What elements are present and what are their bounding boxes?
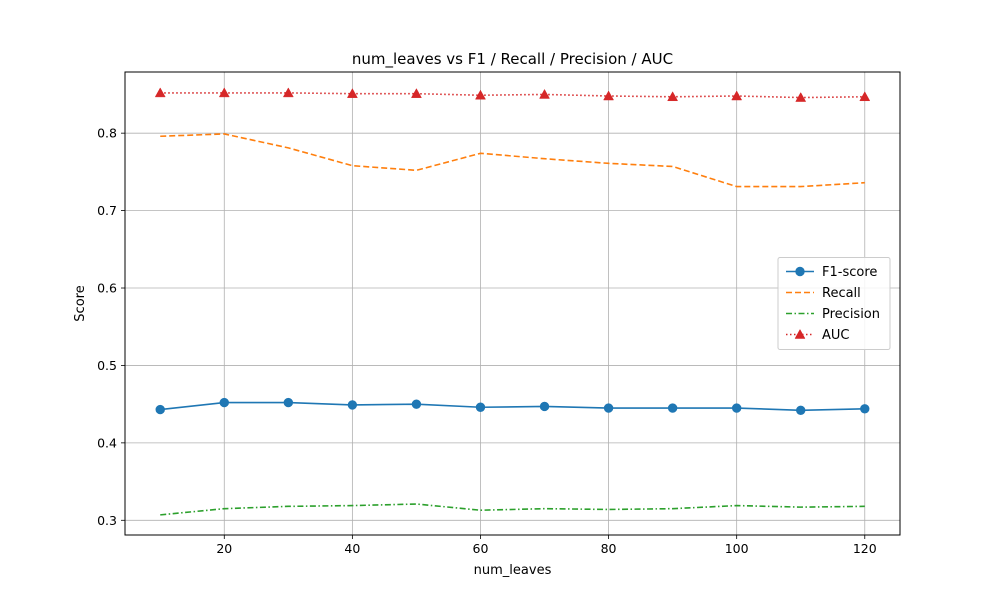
auc-point — [154, 87, 166, 98]
auc-point — [795, 92, 807, 102]
auc-point — [411, 88, 422, 98]
legend-box — [777, 257, 891, 350]
recall-series-line — [160, 133, 865, 188]
f1-score-point — [796, 405, 806, 416]
auc-point — [346, 88, 358, 98]
f1-score-point — [219, 397, 229, 408]
f1-score-point — [603, 403, 614, 413]
x-tick-label: 20 — [216, 541, 232, 556]
auc-point — [475, 89, 486, 100]
auc-point — [603, 90, 614, 101]
x-tick-label: 100 — [725, 541, 749, 556]
legend-label-f1-score: F1-score — [822, 265, 877, 280]
f1-score-point — [539, 401, 550, 412]
y-tick-label: 0.7 — [97, 203, 117, 218]
axis-ticks: 20 40 60 80 100 120 0.3 0.4 0.5 0.6 0.7 0.8 — [97, 126, 877, 556]
x-tick-label: 40 — [344, 541, 360, 556]
legend-label-auc: AUC — [822, 328, 850, 343]
auc-point — [859, 91, 871, 102]
x-tick-label: 60 — [473, 541, 489, 556]
f1-score-point — [347, 400, 358, 410]
auc-point — [282, 87, 294, 98]
x-tick-label: 120 — [853, 541, 877, 556]
auc-series-line — [160, 92, 865, 99]
f1-score-point — [860, 404, 870, 414]
f1-score-point — [283, 397, 294, 408]
f1-score-series-line — [160, 401, 865, 412]
legend-marker-f1-score — [795, 266, 805, 277]
chart-title: num_leaves vs F1 / Recall / Precision / … — [352, 50, 673, 69]
auc-point — [218, 87, 230, 98]
x-axis-label: num_leaves — [474, 563, 552, 578]
auc-point — [539, 88, 550, 99]
y-tick-label: 0.3 — [97, 513, 117, 528]
y-tick-label: 0.6 — [97, 281, 117, 296]
x-tick-label: 80 — [601, 541, 617, 556]
legend-marker-auc — [794, 328, 806, 339]
legend: F1-score Recall Precision AUC — [777, 257, 891, 350]
y-tick-label: 0.4 — [97, 435, 117, 450]
auc-point — [667, 91, 679, 102]
series-lines — [154, 87, 871, 516]
f1-score-point — [731, 403, 742, 413]
f1-score-point — [411, 399, 422, 409]
precision-series-line — [160, 503, 865, 516]
f1-score-point — [667, 403, 678, 413]
y-tick-label: 0.5 — [97, 358, 117, 373]
legend-label-precision: Precision — [822, 307, 880, 322]
y-tick-label: 0.8 — [97, 126, 117, 141]
plot-frame — [124, 71, 901, 536]
f1-score-point — [155, 404, 165, 415]
f1-score-point — [475, 402, 486, 412]
legend-label-recall: Recall — [822, 286, 861, 301]
auc-point — [731, 90, 743, 101]
y-axis-label: Score — [73, 285, 88, 321]
